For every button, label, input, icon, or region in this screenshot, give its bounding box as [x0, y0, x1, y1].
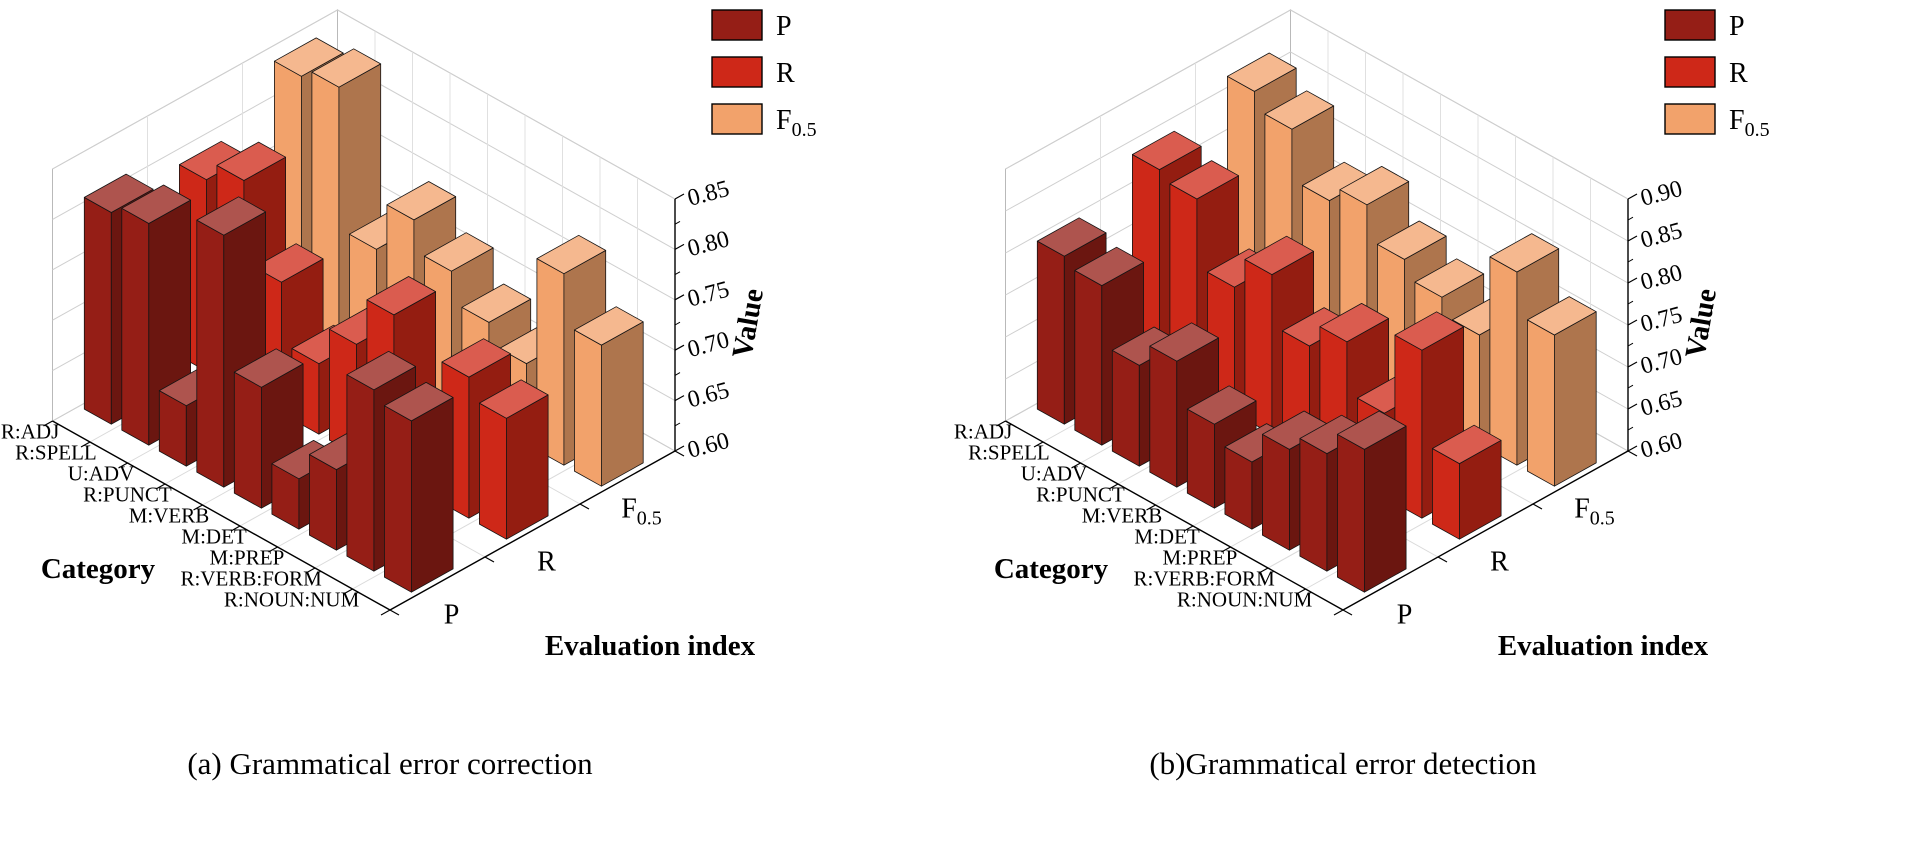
group-tick-label: P [1397, 600, 1413, 631]
value-tick-label: 0.90 [1638, 176, 1685, 212]
bar-R-R:NOUN:NUM [478, 379, 549, 540]
axes [43, 193, 685, 616]
chart-panel-b: R:ADJ R:SPELL U:ADV R:PUNCT M:VERB M:DET M:PRE… [953, 0, 1906, 863]
bar3d-chart-correction: R:ADJR:SPELLU:ADVR:PUNCTM:VERBM:DETM:PRE… [1, 9, 817, 662]
value-tick-label: 0.70 [1638, 344, 1685, 380]
legend-label: P [1729, 11, 1745, 42]
group-tick-label: R [537, 547, 556, 578]
category-tick-label: R:SPELL [15, 441, 97, 465]
axis-labels: R:ADJR:SPELLU:ADVR:PUNCTM:VERBM:DETM:PRE… [1, 176, 770, 662]
bars [1036, 52, 1597, 593]
value-tick-label: 0.60 [1638, 428, 1685, 464]
value-tick-label: 0.85 [685, 176, 732, 212]
category-tick-label: R:VERB:FORM [1134, 567, 1276, 591]
group-tick-label: F0.5 [1574, 494, 1615, 530]
legend-swatch [1664, 103, 1716, 135]
value-tick-label: 0.75 [1638, 302, 1685, 338]
value-axis-title: Value [726, 286, 770, 360]
category-tick-label: U:ADV [1021, 462, 1088, 486]
value-tick-label: 0.65 [1638, 386, 1685, 422]
bar-P-R:NOUN:NUM [383, 381, 454, 593]
group-tick-label: P [444, 600, 460, 631]
category-tick-label: M:VERB [1082, 504, 1163, 528]
value-tick-label: 0.80 [685, 226, 732, 262]
category-tick-label: R:ADJ [1, 420, 59, 444]
category-tick-label: M:PREP [1163, 546, 1238, 570]
legend-swatch [711, 9, 763, 41]
category-tick-label: M:PREP [210, 546, 285, 570]
legend-label: R [1729, 58, 1748, 89]
evaluation-axis-title: Evaluation index [1498, 630, 1709, 662]
category-axis-title: Category [994, 553, 1109, 585]
bar-R-R:NOUN:NUM [1431, 424, 1502, 540]
legend-swatch [1664, 9, 1716, 41]
legend: PR F0.5 [711, 9, 817, 141]
value-tick-label: 0.80 [1638, 260, 1685, 296]
evaluation-axis-title: Evaluation index [545, 630, 756, 662]
bar-P-R:NOUN:NUM [1336, 410, 1407, 593]
group-tick-label: F0.5 [621, 494, 662, 530]
category-tick-label: R:PUNCT [1036, 483, 1125, 507]
bars [83, 37, 644, 593]
category-tick-label: M:VERB [129, 504, 210, 528]
bar3d-chart-detection: R:ADJR:SPELLU:ADVR:PUNCTM:VERBM:DETM:PRE… [954, 9, 1770, 662]
category-tick-label: R:SPELL [968, 441, 1050, 465]
legend-label: F0.5 [776, 105, 817, 141]
category-tick-label: R:NOUN:NUM [224, 588, 360, 612]
legend-swatch [1664, 56, 1716, 88]
value-axis-title: Value [1679, 286, 1723, 360]
category-tick-label: R:VERB:FORM [181, 567, 323, 591]
legend-swatch [711, 56, 763, 88]
legend-label: F0.5 [1729, 105, 1770, 141]
category-tick-label: R:PUNCT [83, 483, 172, 507]
value-tick-label: 0.65 [685, 377, 732, 413]
legend-label: R [776, 58, 795, 89]
axis-labels: R:ADJR:SPELLU:ADVR:PUNCTM:VERBM:DETM:PRE… [954, 176, 1723, 662]
legend-swatch [711, 103, 763, 135]
group-tick-label: R [1490, 547, 1509, 578]
category-tick-label: M:DET [181, 525, 247, 549]
caption-a: (a) Grammatical error correction [187, 746, 593, 781]
value-tick-label: 0.85 [1638, 218, 1685, 254]
category-tick-label: M:DET [1134, 525, 1200, 549]
category-axis-title: Category [41, 553, 156, 585]
category-tick-label: R:NOUN:NUM [1177, 588, 1313, 612]
bar-F0.5-R:NOUN:NUM [574, 306, 644, 487]
legend-label: P [776, 11, 792, 42]
value-tick-label: 0.60 [685, 428, 732, 464]
legend: PR F0.5 [1664, 9, 1770, 141]
caption-b: (b)Grammatical error detection [1149, 746, 1537, 781]
bar-F0.5-R:NOUN:NUM [1527, 296, 1597, 487]
axes [996, 193, 1638, 616]
value-tick-label: 0.75 [685, 277, 732, 313]
category-tick-label: U:ADV [68, 462, 135, 486]
value-tick-label: 0.70 [685, 327, 732, 363]
category-tick-label: R:ADJ [954, 420, 1012, 444]
chart-panel-a: R:ADJ R:SPELL U:ADV R:PUNCT M:VERB M:DET M:PRE… [0, 0, 953, 863]
